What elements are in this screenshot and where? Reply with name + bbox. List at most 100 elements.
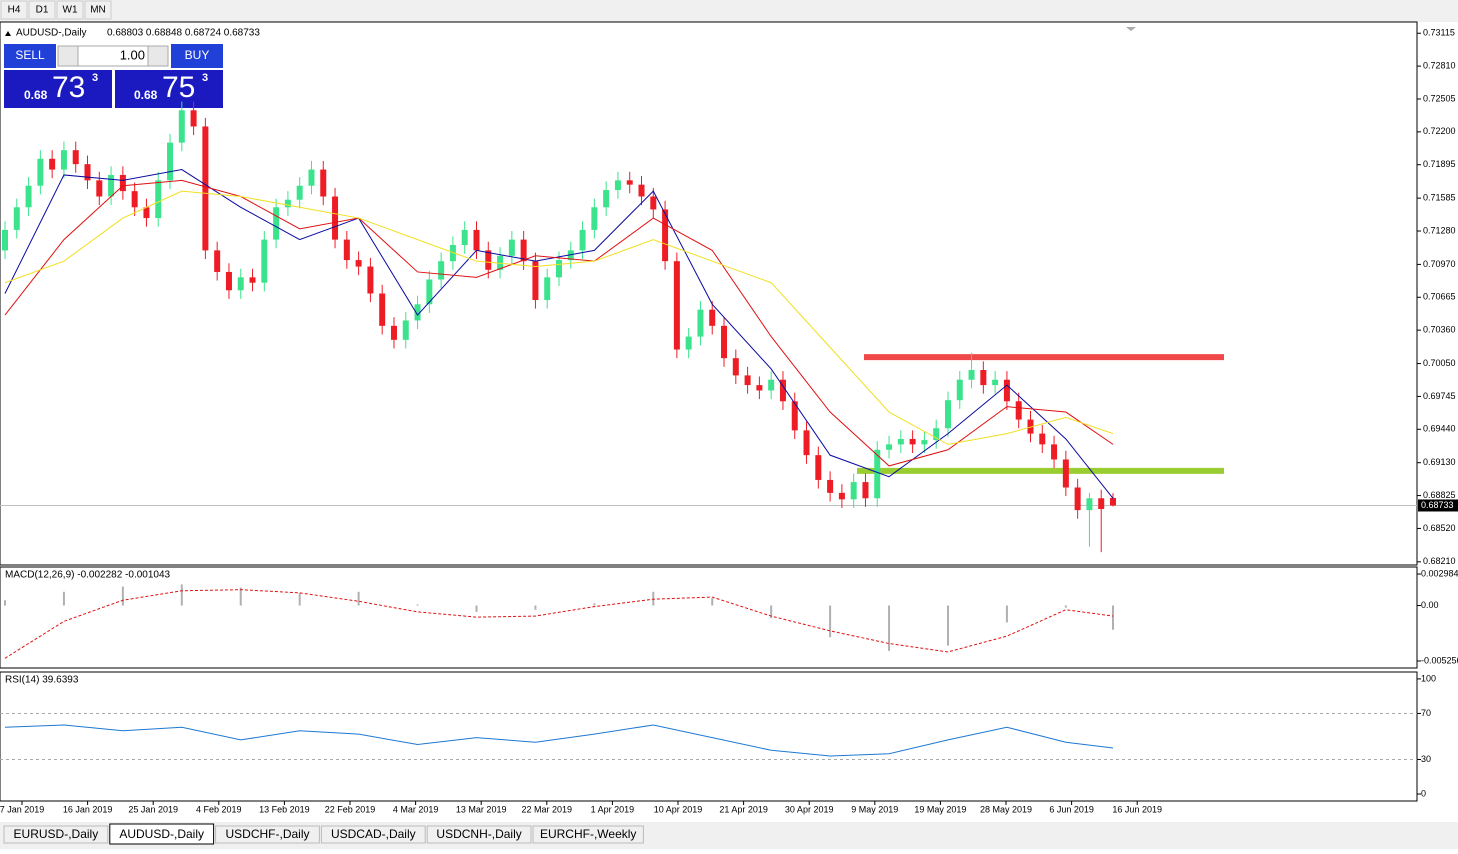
symbol-tab-label: USDCHF-,Daily [226, 827, 310, 841]
y-tick-label: 0.002984 [1421, 568, 1458, 578]
macd-bar [534, 605, 537, 610]
candle-body [155, 180, 162, 219]
x-tick-label: 28 May 2019 [980, 804, 1032, 814]
macd-bar [121, 586, 124, 606]
x-tick-label: 13 Mar 2019 [456, 804, 507, 814]
candle-body [49, 158, 56, 170]
macd-bar [4, 600, 6, 606]
timeframe-button[interactable] [0, 0, 28, 20]
candle-body [343, 239, 350, 261]
candle-body [532, 261, 539, 300]
symbol-tab[interactable] [215, 825, 320, 844]
candle-body [614, 180, 621, 191]
candle-body [414, 304, 421, 321]
timeframe-button[interactable] [28, 0, 56, 20]
candle-body [178, 110, 185, 143]
candle-body [944, 400, 951, 429]
x-tick-label: 21 Apr 2019 [719, 804, 768, 814]
x-tick-label: 13 Feb 2019 [259, 804, 310, 814]
candle-body [886, 444, 893, 450]
symbol-tab[interactable] [532, 825, 644, 844]
y-tick-label: 0.00 [1421, 600, 1439, 610]
lot-up[interactable] [147, 45, 169, 67]
collapse-icon [5, 31, 11, 36]
candle-body [956, 379, 963, 401]
candle-body [744, 375, 751, 386]
timeframe-button[interactable] [56, 0, 84, 20]
symbol-tab[interactable] [320, 825, 426, 844]
candle-body [84, 164, 91, 181]
macd-bar [770, 605, 773, 619]
candle-body [1039, 433, 1046, 445]
chart-title: AUDUSD-,Daily [16, 28, 87, 39]
candle-body [190, 110, 197, 127]
candle-body [167, 142, 174, 181]
candle-body [131, 191, 138, 208]
symbol-tab[interactable] [3, 825, 109, 844]
x-tick-label: 4 Feb 2019 [196, 804, 242, 814]
timeframe-label: W1 [63, 5, 78, 16]
x-tick-label: 6 Jun 2019 [1049, 804, 1094, 814]
y-tick-label: 0.70665 [1423, 292, 1456, 302]
sell-button[interactable] [4, 44, 56, 68]
y-tick-label: 0.69745 [1423, 391, 1456, 401]
candle-body [520, 239, 527, 262]
candle-body [756, 385, 763, 391]
candle-body [37, 158, 44, 186]
candle-body [96, 180, 103, 197]
sell-label: SELL [15, 48, 45, 62]
candle-body [626, 180, 633, 185]
candle-body [650, 196, 657, 210]
candle-body [556, 260, 562, 278]
trade-panel: SELL 1.00 BUY 0.68 73 3 0.68 75 3 [4, 44, 223, 108]
candle-body [732, 358, 739, 376]
candle-body [485, 250, 492, 270]
y-tick-label: 0.70970 [1423, 259, 1456, 269]
lot-down[interactable] [57, 45, 79, 67]
x-tick-label: 22 Feb 2019 [325, 804, 376, 814]
candle-body [1003, 379, 1010, 402]
candle-body [638, 184, 645, 197]
candle-body [261, 239, 268, 283]
y-tick-label: 30 [1421, 754, 1431, 764]
x-tick-label: 19 May 2019 [914, 804, 966, 814]
x-tick-label: 10 Apr 2019 [654, 804, 703, 814]
timeframe-button[interactable] [84, 0, 112, 20]
candle-body [827, 479, 834, 493]
bid-box[interactable] [4, 70, 112, 108]
rsi-line [4, 724, 1114, 757]
candle-body [13, 207, 20, 230]
y-tick-label: 70 [1421, 708, 1431, 718]
y-tick-label: 0.71585 [1423, 192, 1456, 202]
candle-body [461, 229, 468, 246]
candle-body [1086, 498, 1093, 511]
x-tick-label: 30 Apr 2019 [785, 804, 834, 814]
timeframe-label: D1 [36, 5, 49, 16]
y-tick-label: 0.70360 [1423, 325, 1456, 335]
macd-bar [239, 587, 242, 606]
candle-body [968, 370, 975, 380]
candle-body [603, 190, 610, 208]
symbol-tab-label: EURCHF-,Weekly [540, 827, 636, 841]
last-price-label: 0.68733 [1421, 500, 1454, 510]
candle-body [296, 185, 303, 200]
x-tick-label: 22 Mar 2019 [522, 804, 573, 814]
y-tick-label: 0.69130 [1423, 457, 1456, 467]
ask-big: 0.68 [134, 88, 158, 102]
candle-body [214, 250, 221, 272]
candle-body [579, 229, 586, 251]
candle-body [202, 126, 209, 251]
candle-body [721, 325, 728, 359]
candle-body [119, 174, 126, 192]
moving-average [4, 179, 1114, 467]
candle-body [1027, 419, 1034, 434]
symbol-tab-label: USDCAD-,Daily [331, 827, 416, 841]
buy-button[interactable] [171, 44, 223, 68]
candle-body [2, 229, 8, 251]
ask-box[interactable] [115, 70, 223, 108]
symbol-tab[interactable] [109, 823, 215, 845]
symbol-tab[interactable] [426, 825, 532, 844]
candle-body [60, 150, 67, 170]
candle-body [379, 293, 386, 326]
